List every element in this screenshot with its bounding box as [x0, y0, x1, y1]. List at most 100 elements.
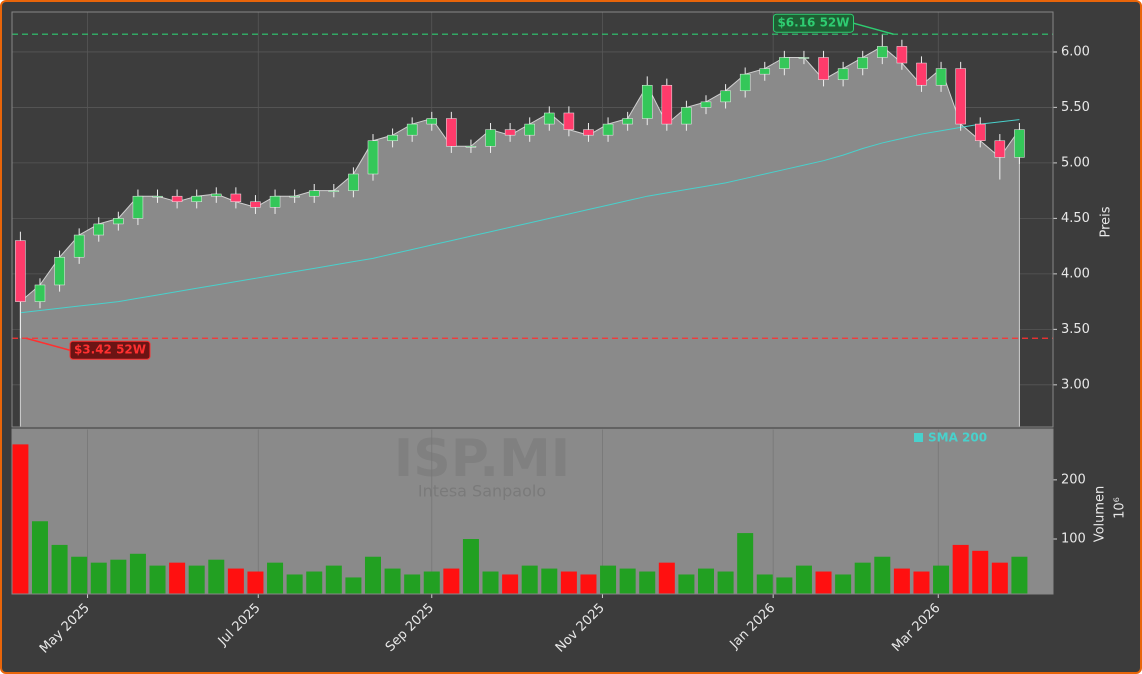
- volume-bar: [619, 568, 636, 594]
- volume-bar: [541, 568, 558, 594]
- watermark: Intesa Sanpaolo: [418, 482, 546, 501]
- volume-bar: [698, 568, 714, 594]
- volume-bar: [854, 562, 871, 594]
- candle-body: [230, 193, 242, 202]
- y-tick-label: 100: [1061, 532, 1086, 547]
- volume-bar: [482, 571, 499, 594]
- candle-body: [54, 256, 65, 286]
- candle-body: [955, 68, 966, 125]
- candle-body: [857, 57, 868, 69]
- volume-bar: [169, 562, 186, 594]
- candle-body: [916, 62, 927, 86]
- annotation-box: [69, 340, 151, 360]
- annotation-label: $3.42 52W: [74, 343, 146, 357]
- y-tick-label: 3.50: [1061, 322, 1090, 337]
- candle-body: [250, 201, 261, 208]
- candle-body: [720, 90, 731, 103]
- candle-body: [113, 218, 124, 225]
- sma-line: [20, 119, 1020, 314]
- candle-body: [798, 57, 810, 59]
- candle-body: [700, 101, 712, 108]
- candle-body: [583, 129, 594, 136]
- volume-bar: [1011, 556, 1028, 594]
- volume-bar: [502, 574, 519, 594]
- candle-body: [935, 68, 947, 86]
- volume-bar: [325, 565, 342, 594]
- candle-body: [779, 57, 790, 69]
- volume-bar: [795, 565, 812, 594]
- volume-bar: [933, 565, 950, 594]
- y-axis-label: Preis: [1099, 206, 1114, 237]
- volume-bar: [756, 574, 773, 594]
- axis-frame: [11, 11, 1054, 428]
- annotation-label: $6.16 52W: [777, 16, 849, 30]
- volume-bar: [521, 565, 538, 594]
- candle-body: [602, 123, 614, 136]
- candle-body: [328, 190, 340, 192]
- candle-body: [34, 284, 46, 302]
- volume-bar: [815, 571, 832, 594]
- volume-bar: [227, 568, 244, 594]
- candle-body: [191, 195, 202, 202]
- volume-bar: [423, 571, 440, 594]
- y-tick-label: 3.00: [1061, 377, 1090, 392]
- volume-bar: [776, 577, 793, 594]
- candle-body: [171, 195, 183, 202]
- candle-body: [877, 46, 888, 58]
- candle-body: [93, 223, 104, 236]
- volume-bar: [51, 544, 68, 594]
- annotation-arrow: [25, 337, 71, 351]
- candle-body: [387, 134, 398, 141]
- volume-bar: [149, 565, 166, 594]
- candle-body: [289, 195, 300, 198]
- volume-bar: [384, 568, 401, 594]
- candle-body: [641, 84, 653, 119]
- volume-bar: [267, 562, 284, 594]
- candle-body: [739, 73, 751, 92]
- legend-label: SMA 200: [928, 431, 987, 445]
- y-tick-label: 4.00: [1061, 266, 1090, 281]
- volume-bar: [404, 574, 421, 594]
- candle-body: [759, 68, 771, 75]
- candle-body: [485, 129, 496, 147]
- y-axis-label: Volumen: [1093, 486, 1108, 543]
- volume-bar: [443, 568, 460, 594]
- volume-bar: [678, 574, 695, 594]
- volume-bar: [306, 571, 323, 594]
- x-tick-label: Nov 2025: [553, 601, 608, 656]
- axis-frame: [11, 428, 1054, 595]
- volume-bar: [913, 571, 930, 594]
- x-tick-label: Mar 2026: [889, 601, 943, 655]
- volume-bar: [639, 571, 656, 594]
- volume-bar: [893, 568, 910, 594]
- candle-body: [563, 112, 575, 130]
- x-tick-label: Sep 2025: [383, 601, 437, 655]
- volume-bar: [71, 556, 88, 594]
- candle-body: [348, 173, 359, 191]
- volume-bar: [560, 571, 577, 594]
- volume-bar: [12, 444, 29, 594]
- candle-body: [15, 240, 26, 302]
- x-tick-label: Jul 2025: [215, 601, 264, 650]
- candle-body: [269, 195, 281, 208]
- volume-bar: [717, 571, 734, 594]
- candle-body: [132, 195, 144, 219]
- volume-bar: [345, 577, 362, 594]
- candle-body: [974, 123, 986, 141]
- volume-bar: [835, 574, 852, 594]
- volume-bar: [972, 550, 989, 594]
- candle-body: [896, 46, 908, 64]
- y-tick-label: 5.50: [1061, 100, 1090, 115]
- candle-body: [661, 84, 673, 125]
- candle-body: [837, 68, 849, 80]
- volume-bar: [600, 565, 617, 594]
- volume-bar: [110, 559, 127, 594]
- candle-body: [1014, 129, 1025, 158]
- annotation-box: [772, 13, 854, 33]
- legend-marker: [914, 433, 923, 442]
- volume-bar: [90, 562, 107, 594]
- volume-bar: [580, 574, 597, 594]
- candle-body: [465, 146, 477, 148]
- candle-body: [446, 118, 457, 147]
- volume-bar: [462, 539, 479, 594]
